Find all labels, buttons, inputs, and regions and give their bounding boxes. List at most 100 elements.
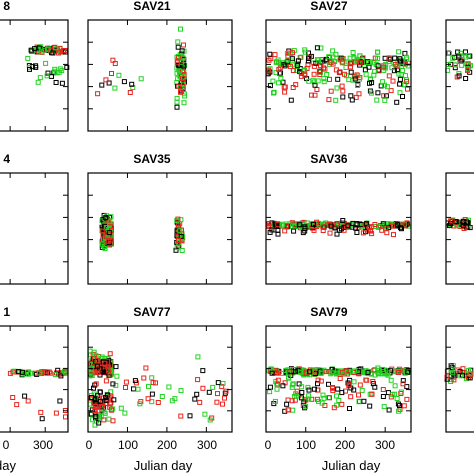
panel-frame-r2c1 [87, 325, 233, 433]
scatter-point-939 [58, 373, 64, 379]
panel-frame-r1c1 [87, 172, 233, 285]
scatter-point-97 [175, 39, 181, 45]
scatter-point-1136 [97, 395, 103, 401]
scatter-point-395 [312, 92, 318, 98]
scatter-point-935 [47, 370, 53, 376]
scatter-point-1468 [289, 398, 295, 404]
scatter-point-1370 [318, 370, 324, 376]
scatter-point-319 [399, 68, 405, 73]
scatter-point-427 [404, 79, 410, 85]
scatter-point-102 [175, 44, 181, 50]
scatter-point-899 [449, 218, 455, 224]
scatter-point-373 [340, 94, 346, 100]
scatter-point-220 [396, 49, 402, 55]
tick-label-c2-0: 0 [265, 438, 272, 452]
scatter-point-1345 [392, 368, 398, 374]
scatter-point-461 [465, 66, 471, 72]
scatter-point-463 [463, 54, 469, 60]
scatter-point-1211 [214, 399, 220, 405]
scatter-point-1490 [339, 390, 345, 396]
scatter-point-597 [105, 238, 111, 244]
scatter-point-1458 [396, 408, 402, 414]
scatter-point-158 [180, 55, 186, 61]
scatter-point-296 [289, 56, 295, 62]
scatter-point-82 [109, 71, 114, 76]
scatter-point-571 [107, 219, 113, 225]
scatter-point-386 [312, 82, 318, 88]
scatter-point-947 [52, 372, 58, 378]
scatter-point-1400 [380, 366, 385, 372]
panel-frame-r1c0 [0, 172, 69, 285]
scatter-point-857 [269, 227, 275, 233]
scatter-point-422 [349, 97, 355, 103]
scatter-point-84 [138, 76, 144, 82]
scatter-point-1205 [132, 378, 138, 384]
scatter-point-72 [33, 64, 39, 70]
scatter-point-1175 [210, 384, 216, 390]
scatter-point-289 [392, 55, 398, 61]
scatter-point-1501 [381, 404, 387, 410]
scatter-point-1182 [118, 405, 124, 411]
scatter-point-294 [404, 56, 410, 62]
scatter-point-327 [400, 94, 405, 99]
scatter-point-144 [174, 99, 180, 105]
scatter-point-1076 [95, 366, 101, 372]
scatter-point-235 [266, 57, 272, 63]
scatter-point-631 [179, 248, 185, 253]
scatter-point-1154 [103, 395, 109, 400]
panel-frame-r0c3 [445, 19, 474, 132]
scatter-point-1121 [97, 389, 103, 395]
scatter-point-1510 [367, 403, 373, 409]
scatter-point-943 [25, 371, 31, 377]
panel-frame-r0c0 [0, 19, 69, 132]
panel-frame-r1c2 [265, 172, 412, 285]
scatter-point-446 [463, 49, 468, 55]
scatter-point-1355 [372, 372, 378, 378]
scatter-point-1403 [405, 369, 411, 375]
scatter-point-1521 [400, 381, 406, 387]
scatter-point-1506 [346, 382, 352, 388]
scatter-point-896 [461, 226, 467, 231]
scatter-point-826 [398, 225, 403, 231]
scatter-point-1209 [172, 396, 178, 402]
scatter-point-1160 [155, 400, 161, 405]
panel-frame-r0c1 [87, 19, 233, 132]
scatter-point-1438 [380, 394, 386, 399]
scatter-point-1406 [394, 396, 400, 401]
scatter-point-848 [302, 225, 308, 231]
scatter-point-387 [321, 76, 327, 82]
scatter-point-216 [343, 65, 349, 70]
scatter-point-1470 [327, 395, 332, 401]
scatter-point-773 [404, 221, 410, 227]
scatter-point-1198 [149, 391, 155, 397]
scatter-point-347 [288, 97, 294, 103]
scatter-point-790 [280, 221, 286, 227]
scatter-point-1204 [123, 385, 128, 390]
scatter-point-254 [284, 51, 290, 56]
scatter-point-1408 [386, 407, 392, 413]
scatter-point-464 [446, 50, 452, 56]
scatter-point-953 [14, 402, 20, 408]
scatter-point-416 [321, 79, 327, 85]
scatter-point-1098 [98, 414, 104, 419]
scatter-point-49 [53, 46, 59, 52]
scatter-point-376 [326, 97, 332, 103]
scatter-point-273 [333, 67, 339, 73]
scatter-point-1435 [359, 387, 365, 393]
scatter-point-1184 [110, 418, 116, 424]
scatter-point-1493 [361, 398, 367, 404]
scatter-point-52 [50, 50, 56, 56]
scatter-point-1014 [103, 378, 109, 384]
scatter-point-1478 [321, 395, 327, 401]
x-axis-label-c2: Julian day [322, 458, 381, 473]
scatter-point-460 [463, 76, 469, 81]
scatter-point-1011 [99, 354, 105, 360]
scatter-point-69 [35, 79, 41, 85]
scatter-point-391 [315, 78, 321, 84]
scatter-point-459 [450, 55, 456, 61]
scatter-point-1386 [329, 370, 335, 376]
scatter-point-1074 [105, 364, 111, 370]
scatter-point-1127 [88, 411, 94, 417]
scatter-point-1177 [131, 386, 136, 392]
scatter-point-396 [339, 83, 345, 89]
